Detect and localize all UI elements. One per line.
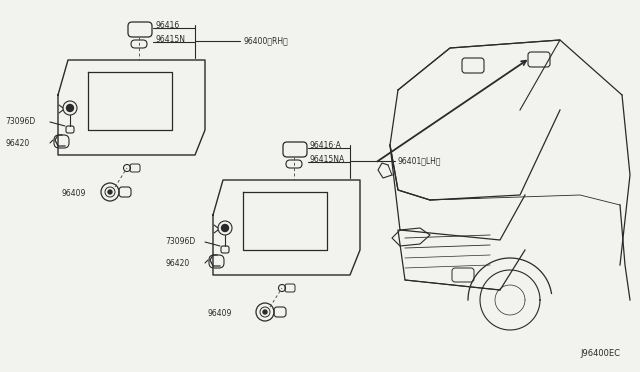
- Text: 73096D: 73096D: [165, 237, 195, 247]
- Text: J96400EC: J96400EC: [580, 349, 620, 358]
- Text: 96420: 96420: [165, 259, 189, 267]
- Text: 96409: 96409: [62, 189, 86, 199]
- Text: 96409: 96409: [208, 310, 232, 318]
- Circle shape: [221, 224, 228, 231]
- Text: 73096D: 73096D: [5, 118, 35, 126]
- Circle shape: [67, 105, 74, 112]
- Circle shape: [108, 190, 112, 194]
- Text: 96400〈RH〉: 96400〈RH〉: [243, 36, 288, 45]
- Circle shape: [263, 310, 267, 314]
- Text: 96415NA: 96415NA: [310, 155, 345, 164]
- Text: 96415N: 96415N: [155, 35, 185, 45]
- Text: 96401〈LH〉: 96401〈LH〉: [398, 157, 442, 166]
- Text: 96416: 96416: [155, 20, 179, 29]
- Text: 96416·A: 96416·A: [310, 141, 342, 150]
- Text: 96420: 96420: [5, 138, 29, 148]
